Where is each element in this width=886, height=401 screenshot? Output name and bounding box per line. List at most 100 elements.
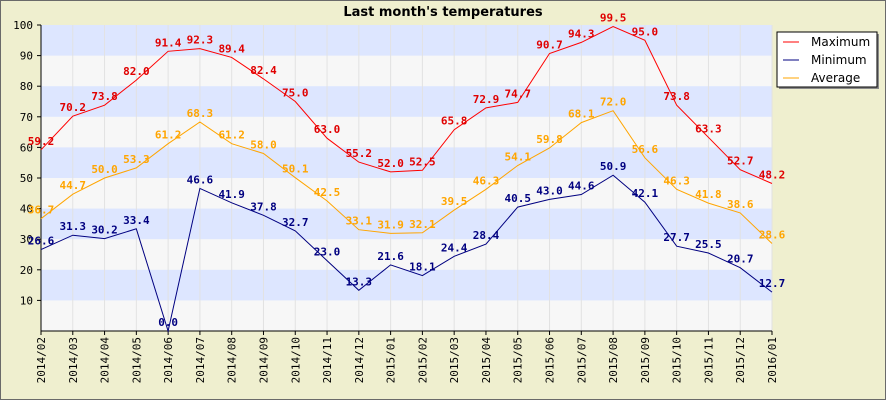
x-tick-label: 2014/04 (99, 337, 112, 384)
series-line-maximum (40, 25, 773, 184)
x-tick-label: 2014/12 (353, 337, 366, 383)
legend-entry: Maximum (811, 35, 870, 49)
x-tick-label: 2015/04 (480, 337, 493, 384)
data-label: 12.7 (759, 277, 786, 290)
y-tick-label: 30 (20, 233, 33, 246)
data-labels: 59.2 70.2 73.8 82.0 91.4 92.3 89.4 82.4 75.0 63.0… (28, 12, 786, 329)
y-tick-label: 70 (20, 111, 33, 124)
x-tick-label: 2014/11 (321, 337, 334, 383)
data-label: 31.9 (377, 218, 404, 231)
data-label: 20.7 (727, 253, 754, 266)
data-label: 68.1 (568, 108, 595, 121)
data-label: 50.9 (600, 160, 627, 173)
data-label: 61.2 (218, 129, 245, 142)
x-tick-label: 2015/12 (734, 337, 747, 383)
y-tick-label: 10 (20, 294, 33, 307)
data-label: 52.7 (727, 155, 754, 168)
data-label: 30.2 (91, 224, 118, 237)
data-label: 46.3 (473, 174, 500, 187)
data-label: 58.0 (250, 139, 277, 152)
data-label: 38.6 (727, 198, 754, 211)
x-tick-label: 2015/11 (702, 337, 715, 383)
legend-entry: Minimum (811, 53, 867, 67)
data-label: 68.3 (187, 107, 214, 120)
data-label: 63.3 (695, 122, 722, 135)
data-label: 33.1 (346, 215, 373, 228)
data-label: 50.0 (91, 163, 118, 176)
data-label: 73.8 (91, 90, 118, 103)
x-tick-label: 2015/07 (575, 337, 588, 383)
data-label: 55.2 (346, 147, 373, 160)
band (41, 86, 772, 117)
data-label: 73.8 (663, 90, 690, 103)
data-label: 65.8 (441, 115, 468, 128)
y-tick-label: 100 (13, 19, 33, 32)
data-label: 91.4 (155, 36, 182, 49)
data-label: 28.6 (759, 228, 786, 241)
data-label: 32.7 (282, 216, 309, 229)
x-tick-label: 2014/02 (35, 337, 48, 383)
data-label: 72.9 (473, 93, 500, 106)
data-label: 61.2 (155, 129, 182, 142)
data-label: 18.1 (409, 261, 436, 274)
x-axis-ticks: 2014/02 2014/03 2014/04 2014/05 2014/06 2014/… (35, 331, 779, 383)
series-line-average (40, 110, 773, 244)
data-label: 25.5 (695, 238, 722, 251)
data-label: 37.8 (250, 200, 277, 213)
data-label: 74.7 (504, 87, 531, 100)
data-label: 82.0 (123, 65, 150, 78)
data-label: 31.3 (60, 220, 87, 233)
data-label: 41.8 (695, 188, 722, 201)
y-tick-label: 40 (20, 203, 33, 216)
y-tick-label: 60 (20, 141, 33, 154)
data-label: 23.0 (314, 246, 341, 259)
data-label: 44.6 (568, 180, 595, 193)
y-axis-ticks: 10 20 30 40 50 60 70 80 90 100 (13, 19, 41, 307)
x-tick-label: 2014/07 (194, 337, 207, 383)
data-label: 46.3 (663, 174, 690, 187)
data-label: 95.0 (632, 25, 659, 38)
data-label: 46.6 (187, 173, 214, 186)
data-label: 99.5 (600, 12, 627, 25)
x-tick-label: 2014/05 (130, 337, 143, 383)
data-label: 89.4 (218, 42, 245, 55)
y-tick-label: 50 (20, 172, 33, 185)
x-tick-label: 2015/01 (385, 337, 398, 383)
plot-bands (41, 25, 772, 331)
series-line-minimum (40, 174, 773, 333)
data-label: 33.4 (123, 214, 150, 227)
data-label: 40.5 (504, 192, 531, 205)
y-tick-label: 20 (20, 264, 33, 277)
data-label: 0.0 (158, 316, 178, 329)
legend-entry: Average (811, 71, 860, 85)
data-label: 36.7 (28, 204, 55, 217)
band (41, 147, 772, 178)
x-tick-label: 2014/06 (162, 337, 175, 383)
series-lines (40, 25, 773, 333)
data-label: 32.1 (409, 218, 436, 231)
data-label: 82.4 (250, 64, 277, 77)
vertical-gridlines (40, 25, 773, 331)
data-label: 54.1 (504, 150, 531, 163)
data-label: 92.3 (187, 34, 214, 47)
band (41, 25, 772, 56)
data-label: 44.7 (60, 179, 87, 192)
data-label: 59.2 (28, 135, 55, 148)
data-label: 39.5 (441, 195, 468, 208)
data-label: 26.6 (28, 235, 55, 248)
data-label: 21.6 (377, 250, 404, 263)
y-tick-label: 90 (20, 50, 33, 63)
data-label: 75.0 (282, 87, 309, 100)
y-tick-label: 80 (20, 80, 33, 93)
data-label: 41.9 (218, 188, 245, 201)
data-label: 50.1 (282, 163, 309, 176)
x-tick-label: 2014/10 (289, 337, 302, 383)
chart-title: Last month's temperatures (343, 5, 543, 20)
data-label: 42.1 (632, 187, 659, 200)
x-tick-label: 2014/09 (257, 337, 270, 383)
data-label: 52.5 (409, 155, 436, 168)
x-tick-label: 2015/08 (607, 337, 620, 383)
x-tick-label: 2015/02 (416, 337, 429, 383)
band (41, 208, 772, 240)
